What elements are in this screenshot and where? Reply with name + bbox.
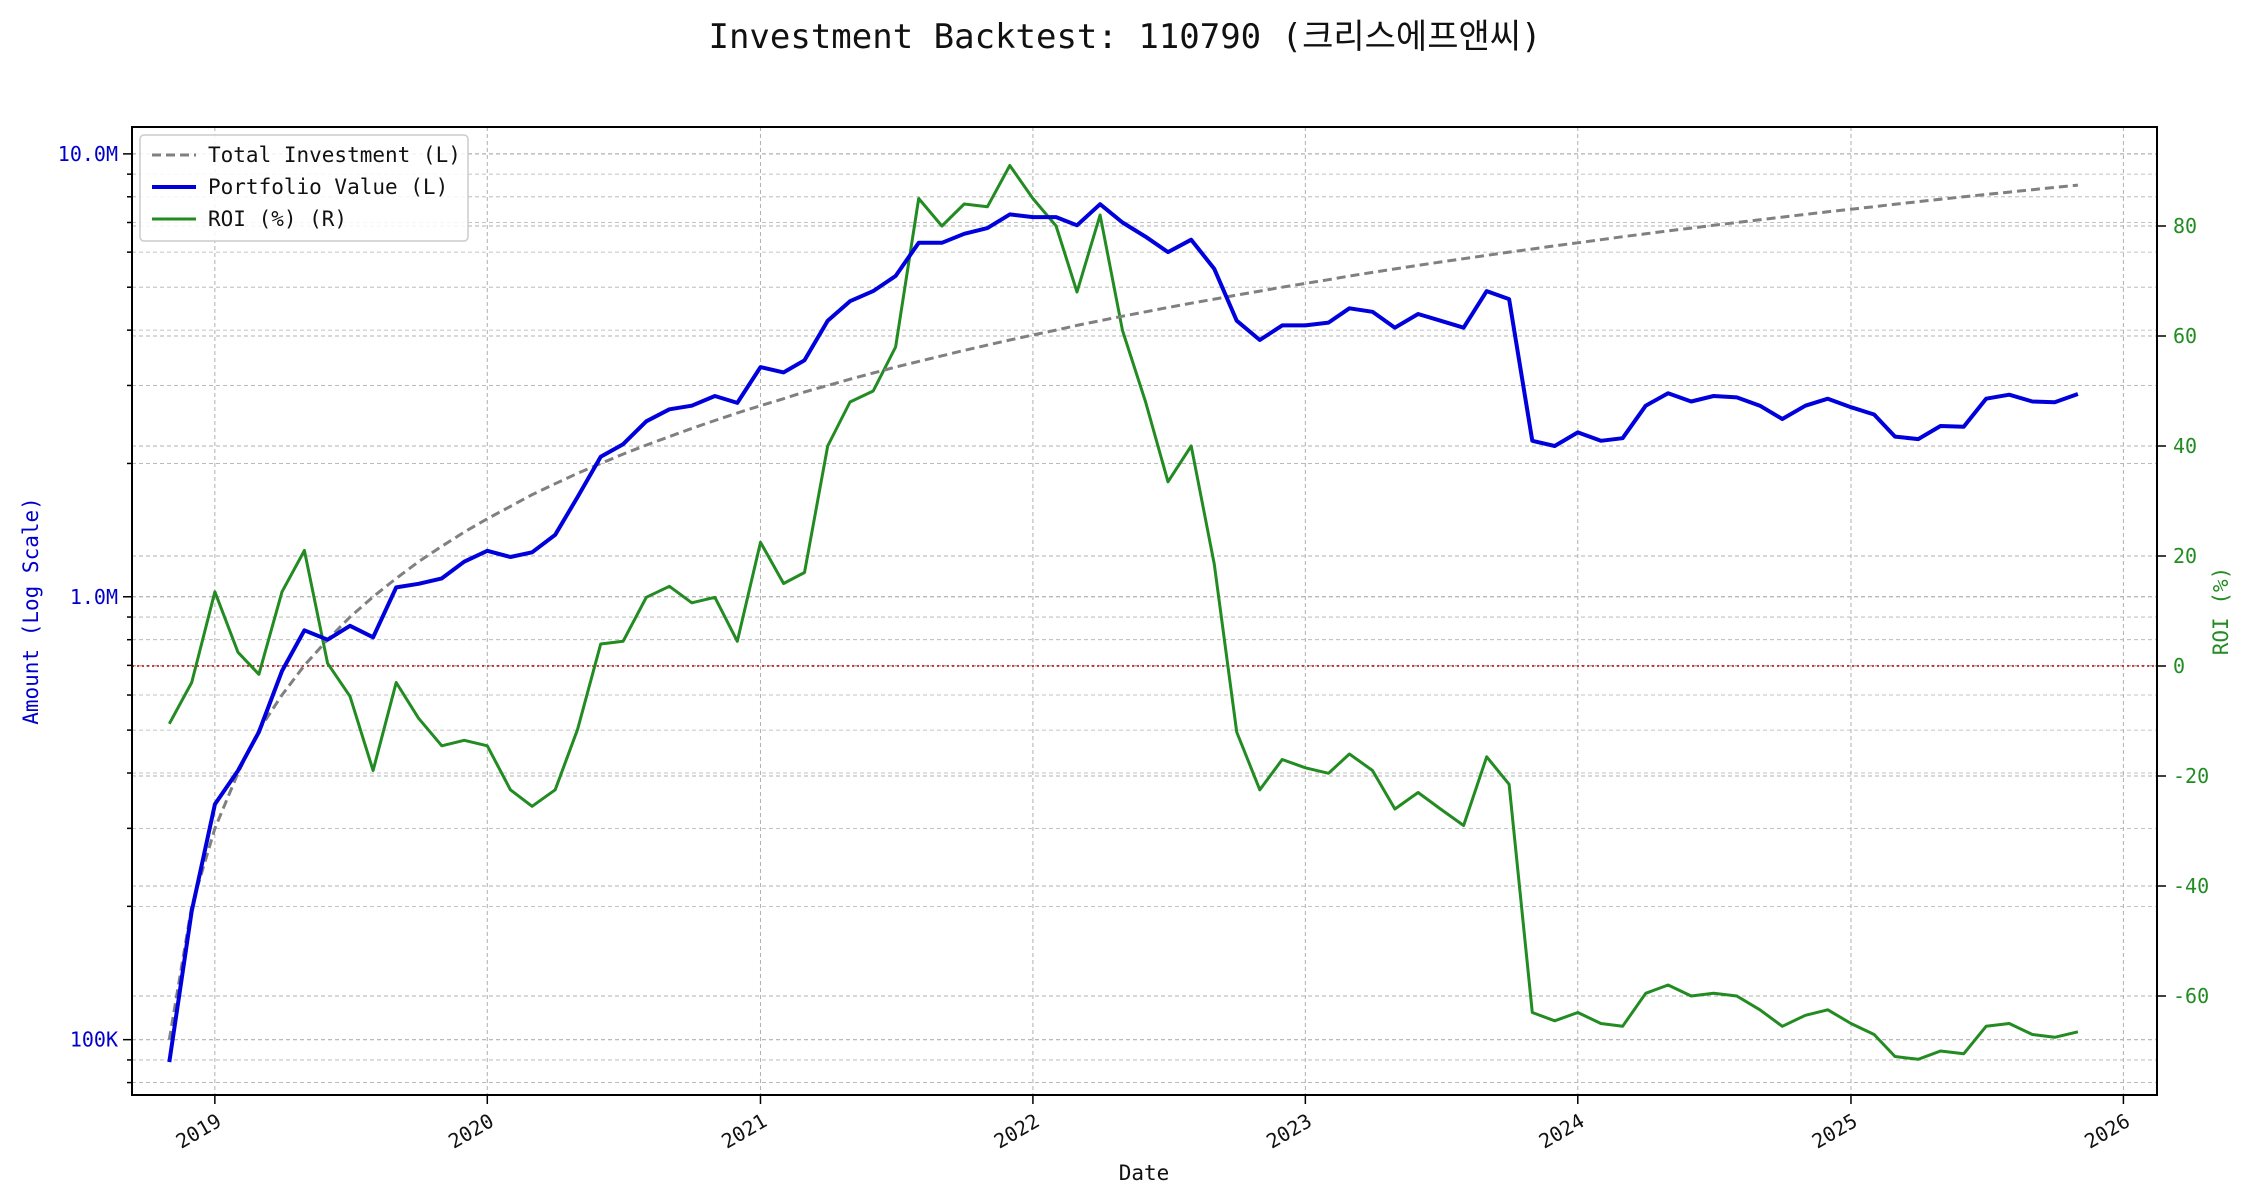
legend-box xyxy=(139,134,469,242)
left-axis-label: Amount (Log Scale) xyxy=(19,497,43,725)
x-tick-label: 2019 xyxy=(172,1109,226,1154)
right-tick-label: 60 xyxy=(2173,324,2197,348)
x-tick-label: 2022 xyxy=(990,1109,1044,1154)
right-tick-label: 0 xyxy=(2173,654,2185,678)
right-tick-label: -20 xyxy=(2173,764,2209,788)
legend-label-portfolio-value: Portfolio Value (L) xyxy=(208,175,448,199)
x-tick-label: 2024 xyxy=(1535,1109,1589,1154)
series-line-roi xyxy=(167,164,2079,1061)
x-tick-label: 2023 xyxy=(1262,1109,1316,1154)
right-tick-label: -60 xyxy=(2173,984,2209,1008)
right-y-axis: -60 -40 -20 0 20 40 60 80 xyxy=(2157,214,2209,1008)
legend-label-roi: ROI (%) (R) xyxy=(208,207,347,231)
chart-title: Investment Backtest: 110790 (크리스에프앤씨) xyxy=(708,17,1541,57)
series-line-total-investment xyxy=(167,183,2079,1040)
legend: Total Investment (L) Portfolio Value (L)… xyxy=(139,134,469,242)
left-tick-label: 100K xyxy=(70,1028,118,1052)
right-tick-label: -40 xyxy=(2173,874,2209,898)
series-line-portfolio-value xyxy=(167,202,2079,1063)
x-tick-label: 2025 xyxy=(1808,1109,1862,1154)
right-axis-label: ROI (%) xyxy=(2209,567,2233,656)
grid-lines xyxy=(132,127,2157,1095)
x-tick-label: 2026 xyxy=(2080,1109,2134,1154)
x-axis: 2019 2020 2021 2022 2023 2024 2025 2026 xyxy=(172,1095,2134,1153)
left-tick-label: 1.0M xyxy=(70,585,118,609)
plot-frame xyxy=(131,126,2158,1096)
left-y-axis: 100K 1.0M 10.0M xyxy=(58,142,132,1084)
left-tick-label: 10.0M xyxy=(58,142,118,166)
right-tick-label: 80 xyxy=(2173,214,2197,238)
plot-series xyxy=(132,164,2157,1063)
x-tick-label: 2020 xyxy=(444,1109,498,1154)
x-axis-label: Date xyxy=(1119,1161,1170,1185)
right-tick-label: 20 xyxy=(2173,544,2197,568)
x-tick-label: 2021 xyxy=(717,1109,771,1154)
legend-label-total-investment: Total Investment (L) xyxy=(208,143,461,167)
right-tick-label: 40 xyxy=(2173,434,2197,458)
